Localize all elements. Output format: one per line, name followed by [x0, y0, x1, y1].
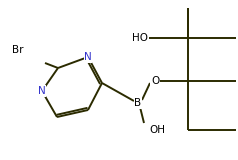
- Text: Br: Br: [12, 45, 24, 55]
- Text: B: B: [134, 98, 142, 108]
- Text: O: O: [151, 76, 159, 86]
- Text: N: N: [84, 52, 92, 62]
- Text: N: N: [38, 86, 46, 96]
- Text: HO: HO: [132, 33, 148, 43]
- Text: OH: OH: [149, 125, 165, 135]
